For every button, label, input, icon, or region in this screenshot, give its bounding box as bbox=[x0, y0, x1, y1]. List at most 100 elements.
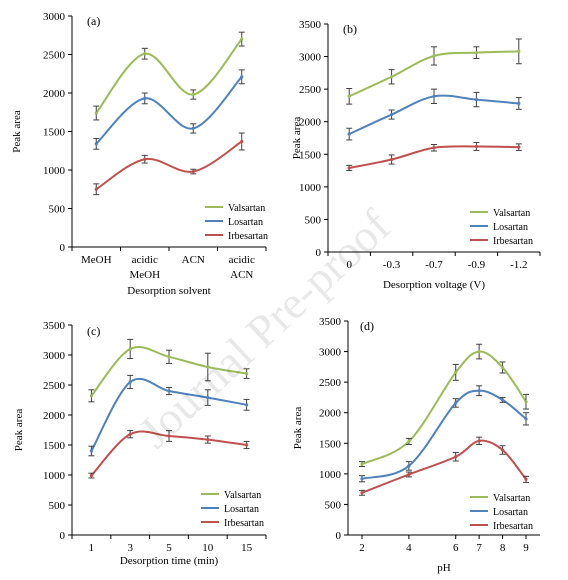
data-point bbox=[89, 449, 93, 453]
y-tick-label: 3000 bbox=[43, 350, 66, 362]
data-point bbox=[89, 474, 93, 478]
x-tick-label: 15 bbox=[241, 542, 253, 554]
legend-label: Valsartan bbox=[493, 493, 530, 504]
y-tick-label: 1000 bbox=[319, 469, 342, 481]
series-line-losartan bbox=[361, 389, 527, 480]
legend-label: Irbesartan bbox=[228, 231, 268, 242]
legend-label: Valsartan bbox=[228, 203, 265, 214]
x-tick-label: -0.3 bbox=[383, 259, 401, 271]
legend-label: Valsartan bbox=[493, 208, 530, 219]
y-tick-label: 1500 bbox=[299, 149, 322, 161]
series-line-valsartan bbox=[95, 38, 243, 115]
x-tick-label: acidic bbox=[132, 254, 158, 266]
panel-label: (d) bbox=[360, 319, 374, 333]
data-point bbox=[454, 455, 458, 459]
x-tick-label: 5 bbox=[166, 542, 172, 554]
x-tick-label: MeOH bbox=[129, 269, 160, 281]
data-point bbox=[407, 439, 411, 444]
data-point bbox=[407, 464, 411, 468]
y-tick-label: 0 bbox=[336, 530, 342, 542]
y-tick-label: 2000 bbox=[319, 408, 342, 420]
x-tick-label: MeOH bbox=[81, 254, 112, 266]
data-point bbox=[128, 380, 132, 384]
y-tick-label: 2000 bbox=[299, 117, 322, 129]
x-axis-title: pH bbox=[437, 562, 451, 574]
data-point bbox=[206, 396, 210, 400]
data-point bbox=[517, 49, 521, 53]
x-axis-title: Desorption time (min) bbox=[120, 555, 219, 567]
y-tick-label: 2500 bbox=[299, 84, 322, 96]
series-line-irbesartan bbox=[95, 140, 243, 191]
y-tick-label: 2000 bbox=[43, 410, 66, 422]
data-point bbox=[500, 398, 505, 402]
x-tick-label: 6 bbox=[453, 542, 459, 554]
data-point bbox=[390, 157, 394, 162]
panel-b-chart: 0 500 1000 1500 2000 2500 3000 3500 0 -0.3 -0.7 -0.… bbox=[291, 19, 541, 291]
y-tick-label: 3000 bbox=[299, 52, 322, 64]
panel-label: (c) bbox=[87, 324, 100, 338]
data-point bbox=[167, 355, 171, 359]
data-point bbox=[94, 187, 98, 191]
y-tick-label: 2000 bbox=[43, 88, 66, 100]
y-tick-label: 3000 bbox=[43, 11, 66, 23]
data-point bbox=[500, 448, 505, 452]
data-point bbox=[477, 349, 481, 354]
data-point bbox=[474, 144, 478, 149]
x-tick-label: -0.7 bbox=[425, 259, 443, 271]
x-tick-label: -1.2 bbox=[510, 259, 527, 271]
data-point bbox=[206, 365, 210, 369]
data-point bbox=[360, 491, 364, 495]
data-point bbox=[347, 166, 351, 170]
data-point bbox=[245, 403, 249, 407]
x-tick-label: 9 bbox=[523, 542, 529, 554]
legend-label: Valsartan bbox=[224, 490, 261, 501]
data-point bbox=[517, 145, 521, 149]
data-point bbox=[432, 146, 436, 150]
data-point bbox=[245, 372, 249, 376]
data-point bbox=[347, 132, 351, 136]
data-point bbox=[167, 434, 171, 438]
y-tick-label: 3500 bbox=[43, 320, 66, 332]
data-point bbox=[191, 92, 195, 97]
data-point bbox=[94, 142, 98, 146]
panel-c-chart: 0 500 1000 1500 2000 2500 3000 3500 1 3 5 10 15 Peak … bbox=[13, 320, 267, 567]
x-tick-label: 2 bbox=[359, 542, 365, 554]
data-point bbox=[432, 54, 436, 58]
data-point bbox=[432, 94, 436, 98]
series-line-irbesartan bbox=[361, 439, 527, 494]
y-tick-label: 500 bbox=[325, 499, 342, 511]
panel-label: (a) bbox=[87, 14, 100, 28]
data-point bbox=[128, 347, 132, 351]
x-tick-label: 0 bbox=[346, 259, 352, 271]
x-tick-label: -0.9 bbox=[468, 259, 486, 271]
y-tick-label: 2500 bbox=[43, 50, 66, 62]
data-point bbox=[500, 365, 505, 370]
legend-label: Irbesartan bbox=[493, 521, 533, 532]
data-point bbox=[454, 370, 458, 374]
data-point bbox=[245, 443, 249, 447]
x-tick-label: ACN bbox=[230, 269, 253, 281]
y-tick-label: 1000 bbox=[299, 182, 322, 194]
data-point bbox=[407, 472, 411, 477]
data-point bbox=[89, 394, 93, 398]
data-point bbox=[128, 432, 132, 436]
x-tick-label: 3 bbox=[127, 542, 133, 554]
data-point bbox=[474, 51, 478, 55]
data-point bbox=[477, 389, 481, 393]
y-tick-label: 0 bbox=[60, 530, 66, 542]
data-point bbox=[524, 400, 528, 404]
data-point bbox=[240, 75, 244, 79]
y-axis-title: Peak area bbox=[13, 409, 25, 452]
y-tick-label: 2500 bbox=[319, 377, 342, 389]
y-tick-label: 3500 bbox=[299, 19, 322, 31]
y-tick-label: 500 bbox=[49, 204, 66, 216]
legend-label: Losartan bbox=[224, 504, 259, 515]
y-tick-label: 3500 bbox=[319, 316, 342, 328]
data-point bbox=[524, 477, 528, 481]
data-point bbox=[454, 401, 458, 405]
y-axis-title: Peak area bbox=[291, 117, 303, 160]
x-tick-label: ACN bbox=[182, 254, 205, 266]
x-axis-title: Desorption solvent bbox=[127, 285, 210, 297]
data-point bbox=[474, 97, 478, 102]
